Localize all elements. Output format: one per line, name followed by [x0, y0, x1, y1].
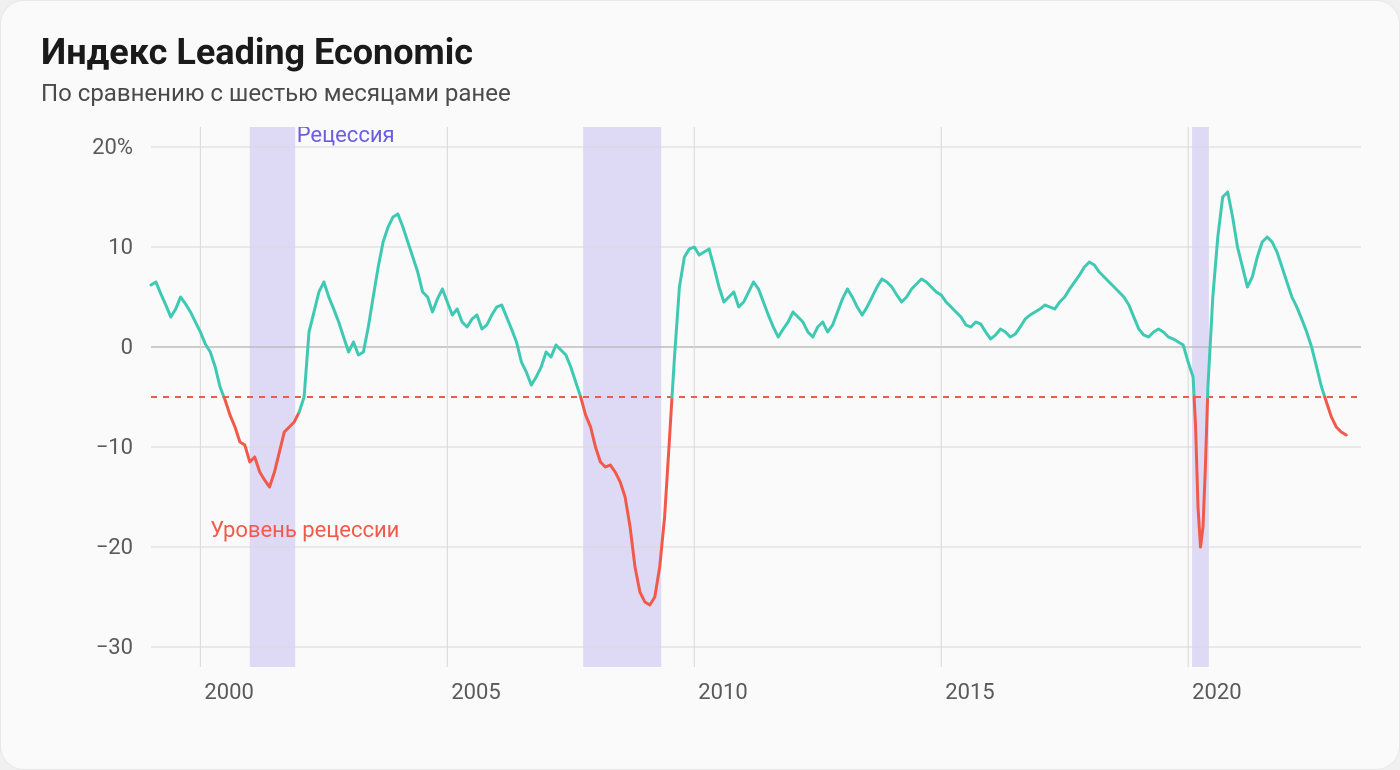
recession-label: Рецессия [297, 127, 395, 148]
series-line [151, 282, 224, 397]
chart-area: 20% 10 0 −10 −20 −30 2000 2005 2010 2015 2020 Рецес… [41, 127, 1359, 727]
series-line [672, 247, 1194, 397]
threshold-label: Уровень рецессии [210, 518, 399, 543]
y-tick-label: −20 [96, 535, 133, 560]
chart-subtitle: По сравнению с шестью месяцами ранее [41, 79, 1359, 107]
series-line [1325, 397, 1346, 435]
x-tick-label: 2020 [1192, 680, 1241, 705]
y-tick-label: −30 [96, 635, 133, 660]
x-tick-label: 2005 [451, 680, 500, 705]
x-tick-label: 2010 [698, 680, 747, 705]
y-tick-label: 10 [108, 235, 133, 260]
x-tick-label: 2000 [204, 680, 253, 705]
x-tick-label: 2015 [945, 680, 994, 705]
chart-card: Индекс Leading Economic По сравнению с ш… [0, 0, 1400, 770]
series-line [1208, 192, 1325, 397]
series-line [299, 214, 581, 412]
chart-title: Индекс Leading Economic [41, 31, 1359, 73]
y-tick-label: 20% [92, 135, 133, 160]
chart-svg: 20% 10 0 −10 −20 −30 2000 2005 2010 2015 2020 Рецес… [41, 127, 1361, 727]
y-tick-label: 0 [121, 335, 133, 360]
y-tick-label: −10 [96, 435, 133, 460]
